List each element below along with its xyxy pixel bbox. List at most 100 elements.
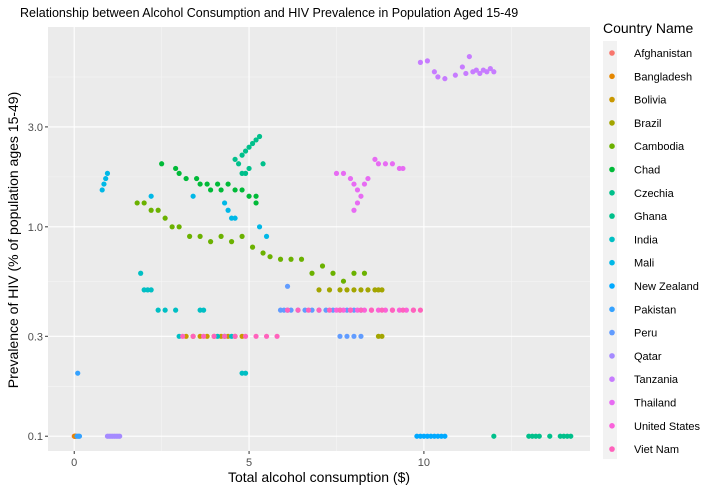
point-mali: [99, 187, 105, 193]
x-tick-label: 0: [71, 457, 77, 469]
point-new-zealand: [442, 433, 448, 439]
legend-key-peru: [609, 329, 615, 336]
point-viet-nam: [337, 307, 343, 313]
point-cambodia: [141, 200, 147, 206]
point-viet-nam: [295, 307, 301, 313]
legend-label-ghana: Ghana: [634, 211, 668, 223]
point-viet-nam: [316, 307, 322, 313]
point-chad: [183, 175, 189, 182]
point-ghana: [242, 148, 249, 154]
point-thailand: [400, 165, 406, 172]
legend-label-pakistan: Pakistan: [634, 304, 676, 316]
point-mali: [190, 193, 196, 199]
point-tanzania: [459, 64, 465, 70]
point-thailand: [358, 193, 364, 199]
point-viet-nam: [417, 307, 424, 313]
legend-label-viet-nam: Viet Nam: [634, 444, 679, 456]
point-mali: [103, 175, 109, 182]
point-thailand: [347, 175, 354, 182]
point-thailand: [351, 181, 357, 187]
point-india: [242, 370, 249, 376]
point-india: [162, 307, 168, 313]
point-ghana: [232, 156, 238, 162]
point-thailand: [333, 170, 340, 176]
point-cambodia: [361, 270, 368, 276]
point-chad: [253, 200, 259, 206]
point-ghana: [246, 144, 252, 150]
point-cambodia: [187, 233, 193, 240]
point-chad: [246, 193, 252, 199]
point-cambodia: [249, 244, 256, 250]
point-tanzania: [487, 65, 493, 72]
point-cambodia: [288, 256, 294, 262]
point-tanzania: [484, 69, 490, 75]
point-viet-nam: [305, 307, 312, 313]
point-cambodia: [319, 263, 326, 269]
legend-key-new-zealand: [609, 283, 615, 289]
point-viet-nam: [358, 307, 364, 313]
point-thailand: [340, 170, 347, 176]
point-thailand: [382, 161, 389, 167]
point-mali: [256, 224, 263, 230]
point-mali: [221, 200, 228, 206]
point-viet-nam: [180, 333, 186, 339]
legend-label-cambodia: Cambodia: [634, 141, 685, 153]
point-brazil: [326, 287, 333, 293]
point-tanzania: [424, 58, 430, 64]
point-thailand: [351, 207, 357, 213]
point-mali: [148, 193, 154, 199]
point-cambodia: [218, 233, 224, 240]
legend-label-india: India: [634, 234, 659, 246]
point-cambodia: [197, 233, 203, 240]
point-viet-nam: [284, 307, 291, 313]
point-chad: [218, 187, 224, 193]
point-tanzania: [466, 53, 472, 60]
point-thailand: [375, 161, 382, 167]
point-viet-nam: [326, 307, 333, 313]
point-thailand: [365, 175, 371, 182]
legend-label-chad: Chad: [634, 165, 660, 177]
point-qatar: [117, 433, 123, 439]
chart-title: Relationship between Alcohol Consumption…: [20, 6, 518, 20]
legend-label-afghanistan: Afghanistan: [634, 48, 692, 60]
point-ghana: [256, 133, 263, 140]
point-pakistan: [75, 370, 81, 376]
point-peru: [344, 333, 350, 339]
point-tanzania: [435, 74, 441, 80]
point-czechia: [536, 433, 542, 439]
point-tanzania: [452, 72, 458, 78]
point-peru: [337, 333, 343, 339]
legend-key-united-states: [609, 423, 615, 429]
point-czechia: [491, 433, 497, 439]
grid-minor: [48, 27, 590, 451]
point-peru: [358, 333, 364, 339]
legend-key-mali: [609, 259, 615, 266]
point-tanzania: [442, 76, 448, 82]
y-tick-label: 1.0: [28, 222, 43, 234]
point-cambodia: [169, 224, 175, 230]
point-peru: [284, 283, 291, 289]
x-axis-title: Total alcohol consumption ($): [228, 469, 410, 485]
point-cambodia: [134, 200, 140, 206]
point-cambodia: [267, 254, 273, 260]
point-brazil: [344, 287, 350, 293]
legend-label-qatar: Qatar: [634, 351, 662, 363]
point-chad: [239, 187, 245, 193]
point-chad: [173, 165, 179, 172]
point-chad: [197, 181, 203, 187]
legend-key-brazil: [609, 120, 615, 126]
legend-key-thailand: [609, 399, 615, 406]
point-cambodia: [208, 238, 214, 245]
point-chad: [253, 193, 259, 199]
point-india: [201, 307, 207, 313]
point-brazil: [379, 333, 385, 339]
legend-key-pakistan: [609, 306, 615, 313]
point-india: [155, 307, 161, 313]
y-axis-title: Prevalence of HIV (% of population ages …: [5, 92, 21, 389]
point-chad: [176, 170, 182, 176]
point-viet-nam: [253, 333, 259, 339]
y-tick-label: 3.0: [28, 122, 43, 134]
point-chad: [159, 161, 165, 167]
point-cambodia: [162, 215, 168, 221]
point-thailand: [389, 161, 396, 167]
